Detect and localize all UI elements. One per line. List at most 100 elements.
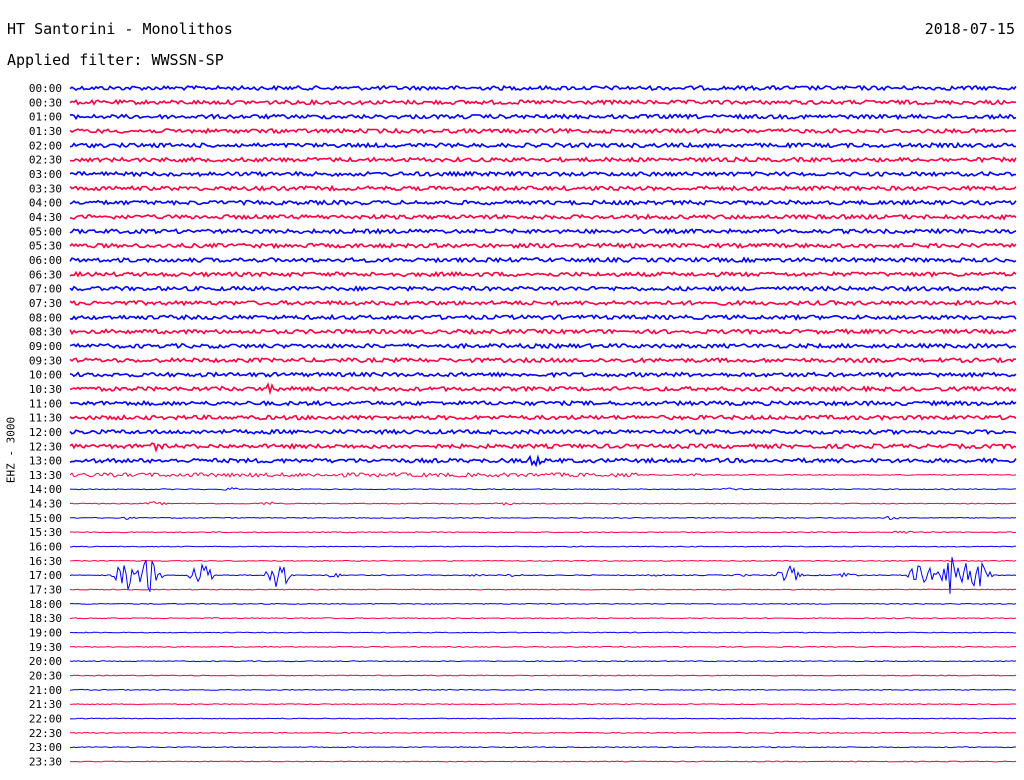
trace-line (69, 674, 1017, 677)
trace-line (69, 299, 1017, 307)
row-time-label: 10:00 (29, 369, 62, 382)
trace-line (69, 328, 1017, 336)
row-time-label: 23:00 (29, 741, 62, 754)
trace-line (69, 342, 1017, 350)
trace-line (69, 703, 1017, 706)
row-time-label: 21:00 (29, 684, 62, 697)
trace-line (69, 645, 1017, 648)
row-time-label: 08:30 (29, 326, 62, 339)
trace-line (69, 170, 1017, 178)
trace-line (69, 414, 1017, 422)
row-time-label: 04:30 (29, 211, 62, 224)
row-time-label: 14:30 (29, 498, 62, 511)
trace-line (69, 213, 1017, 221)
row-time-label: 18:00 (29, 598, 62, 611)
row-time-label: 22:30 (29, 727, 62, 740)
trace-line (69, 631, 1017, 634)
row-time-label: 11:00 (29, 397, 62, 410)
row-time-label: 05:30 (29, 240, 62, 253)
row-time-label: 19:30 (29, 641, 62, 654)
row-time-label: 09:30 (29, 354, 62, 367)
row-time-label: 06:00 (29, 254, 62, 267)
row-time-label: 03:30 (29, 182, 62, 195)
trace-line (69, 371, 1017, 379)
row-time-label: 00:30 (29, 96, 62, 109)
row-time-label: 15:30 (29, 526, 62, 539)
trace-line (69, 382, 1017, 396)
row-time-label: 10:30 (29, 383, 62, 396)
trace-line (69, 227, 1017, 235)
row-time-label: 23:30 (29, 756, 62, 769)
row-time-label: 14:00 (29, 483, 62, 496)
trace-line (69, 602, 1017, 605)
trace-line (69, 184, 1017, 192)
row-time-label: 22:00 (29, 713, 62, 726)
row-time-label: 12:00 (29, 426, 62, 439)
trace-line (69, 356, 1017, 364)
trace-line (69, 127, 1017, 135)
trace-line (69, 256, 1017, 264)
row-time-label: 17:00 (29, 569, 62, 582)
trace-line (69, 284, 1017, 293)
trace-line (69, 199, 1017, 207)
trace-line (69, 486, 1016, 491)
filter-label: Applied filter: WWSSN-SP (7, 51, 224, 69)
row-time-label: 15:00 (29, 512, 62, 525)
row-time-label: 19:00 (29, 627, 62, 640)
row-time-label: 07:00 (29, 283, 62, 296)
row-time-label: 18:30 (29, 612, 62, 625)
row-time-label: 12:30 (29, 440, 62, 453)
trace-line (69, 454, 1017, 468)
trace-line (69, 731, 1017, 734)
row-time-label: 09:00 (29, 340, 62, 353)
row-time-label: 07:30 (29, 297, 62, 310)
row-time-label: 16:00 (29, 541, 62, 554)
row-time-label: 02:30 (29, 154, 62, 167)
row-time-label: 08:00 (29, 311, 62, 324)
row-time-label: 03:00 (29, 168, 62, 181)
trace-line (69, 98, 1017, 106)
trace-line (69, 717, 1017, 720)
trace-line (69, 399, 1017, 407)
row-time-label: 01:30 (29, 125, 62, 138)
trace-line (69, 559, 1017, 562)
trace-line (69, 84, 1017, 92)
trace-line (69, 313, 1017, 321)
row-time-label: 01:00 (29, 111, 62, 124)
station-title: HT Santorini - Monolithos (7, 20, 233, 38)
trace-line (69, 515, 1017, 521)
row-time-label: 13:30 (29, 469, 62, 482)
trace-line (69, 530, 1017, 534)
row-time-label: 21:30 (29, 698, 62, 711)
row-time-label: 06:30 (29, 268, 62, 281)
trace-line (69, 242, 1017, 250)
trace-line (69, 141, 1017, 149)
trace-line (69, 428, 1017, 436)
trace-line (69, 588, 1017, 591)
row-time-label: 17:30 (29, 584, 62, 597)
trace-line (70, 545, 1017, 548)
trace-line (69, 270, 1017, 278)
trace-line (69, 442, 1017, 453)
row-time-label: 20:00 (29, 655, 62, 668)
trace-line (69, 557, 1017, 594)
trace-line (69, 471, 1017, 478)
trace-line (69, 617, 1017, 620)
trace-line (69, 746, 1016, 749)
row-time-label: 04:00 (29, 197, 62, 210)
plot-date: 2018-07-15 (924, 20, 1015, 38)
trace-line (69, 660, 1017, 663)
trace-line (69, 760, 1017, 763)
trace-line (69, 688, 1017, 691)
row-time-label: 13:00 (29, 455, 62, 468)
row-time-label: 05:00 (29, 225, 62, 238)
row-time-label: 11:30 (29, 412, 62, 425)
row-time-label: 02:00 (29, 139, 62, 152)
row-time-label: 20:30 (29, 670, 62, 683)
trace-line (69, 113, 1017, 121)
row-time-label: 00:00 (29, 82, 62, 95)
trace-line (69, 156, 1017, 164)
row-time-label: 16:30 (29, 555, 62, 568)
trace-line (69, 501, 1017, 506)
